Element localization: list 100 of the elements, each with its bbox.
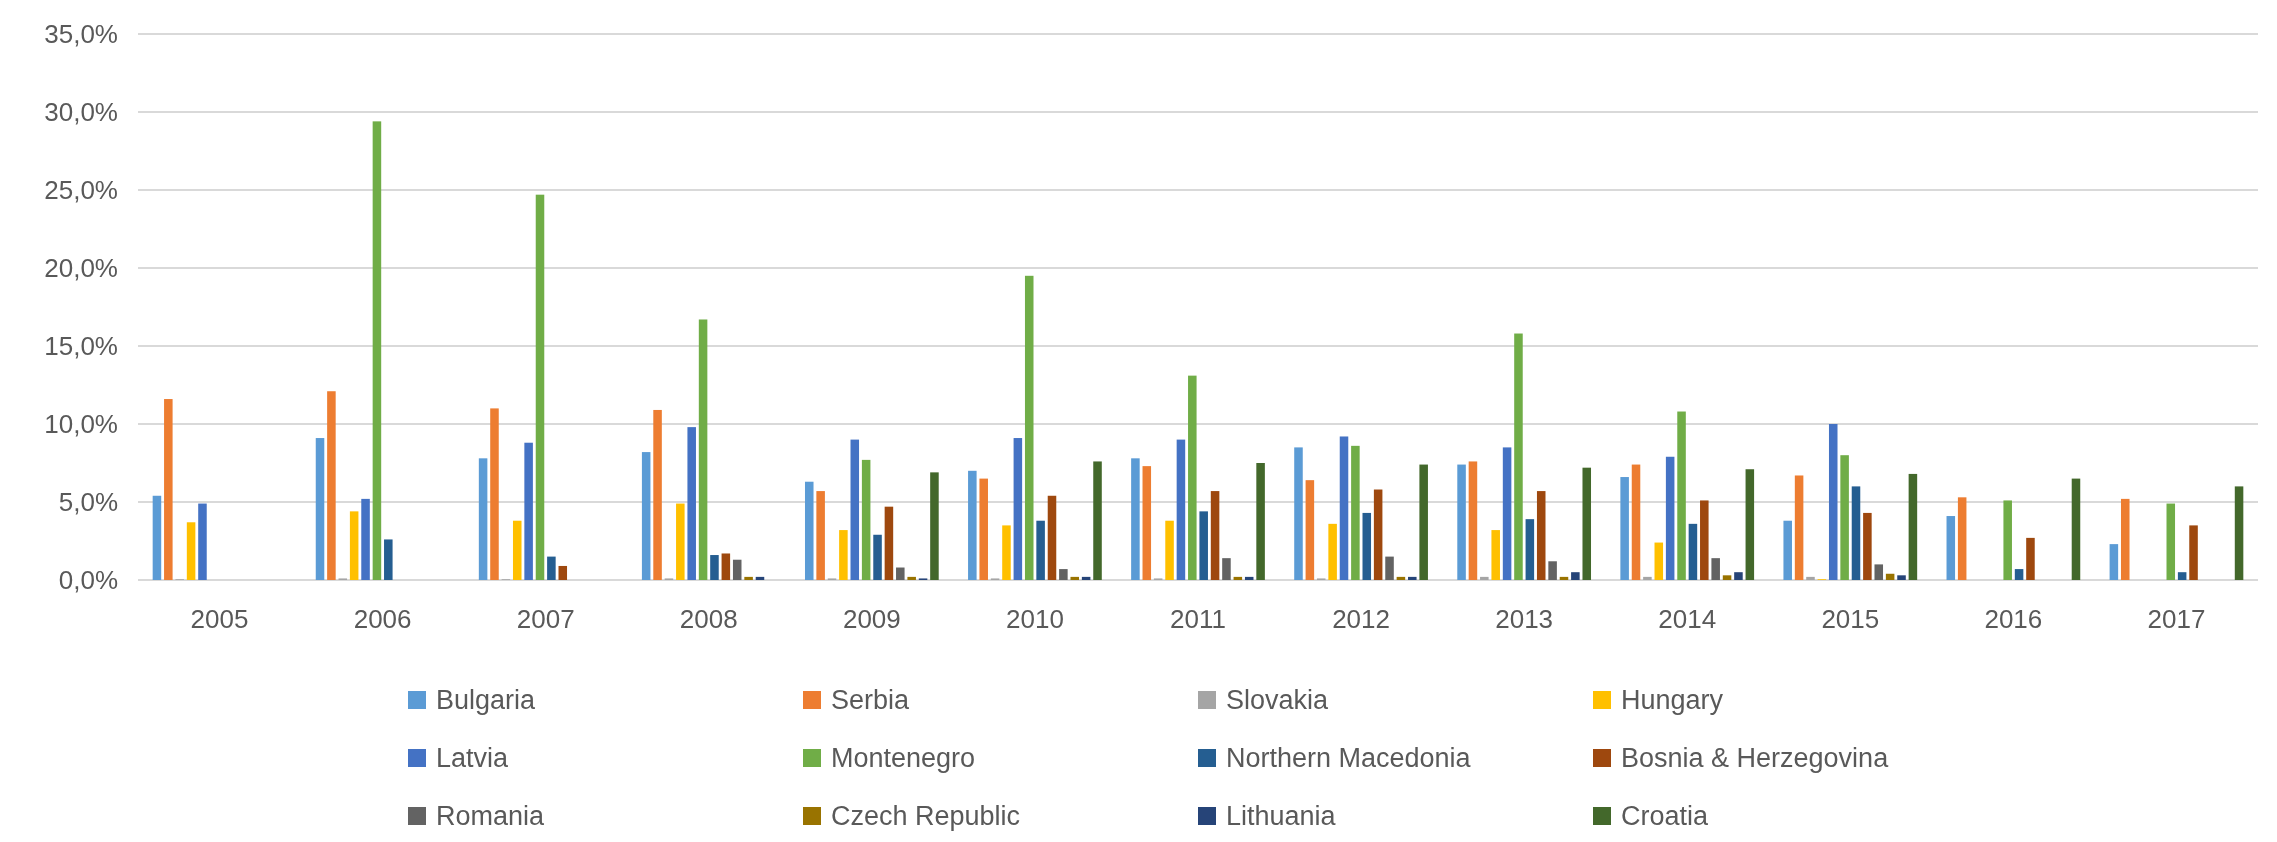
- x-tick-label: 2016: [1984, 604, 2043, 634]
- bar: [839, 530, 848, 580]
- bar: [721, 553, 731, 580]
- bar: [1514, 333, 1523, 580]
- bar: [1419, 464, 1428, 580]
- bar: [1525, 519, 1535, 580]
- bar: [1840, 455, 1849, 580]
- legend-label: Slovakia: [1226, 685, 1330, 716]
- bar: [198, 503, 207, 580]
- y-tick-label: 10,0%: [44, 409, 118, 440]
- bar: [1351, 445, 1360, 580]
- bar: [861, 459, 871, 580]
- bar: [2166, 503, 2176, 580]
- bar: [327, 391, 336, 580]
- bar: [930, 472, 939, 580]
- bar: [1548, 561, 1557, 580]
- bar: [884, 506, 894, 580]
- bar: [2177, 572, 2187, 580]
- bar: [641, 452, 651, 580]
- bar: [524, 442, 533, 580]
- bar: [1362, 512, 1372, 580]
- legend-label: Romania: [436, 801, 546, 832]
- bar: [979, 478, 988, 580]
- bar: [676, 503, 685, 580]
- bar: [478, 458, 488, 580]
- x-tick-label: 2009: [842, 604, 901, 634]
- bar: [850, 439, 860, 580]
- x-tick-label: 2012: [1332, 604, 1390, 634]
- bar: [547, 556, 556, 580]
- legend-label: Czech Republic: [831, 801, 1021, 832]
- x-tick-label: 2005: [190, 604, 249, 634]
- bar: [1700, 500, 1709, 580]
- bar: [1643, 576, 1652, 580]
- y-tick-label: 5,0%: [58, 487, 118, 518]
- bar: [361, 498, 370, 580]
- bar: [1806, 576, 1815, 580]
- legend-label: Lithuania: [1226, 801, 1337, 832]
- bar: [1457, 464, 1466, 580]
- legend-label: Bulgaria: [436, 685, 537, 716]
- legend-label: Serbia: [831, 685, 911, 716]
- bar: [1794, 475, 1804, 580]
- bar: [2120, 498, 2130, 580]
- bar: [1631, 464, 1641, 580]
- bar: [1468, 461, 1478, 580]
- bar: [1885, 573, 1895, 580]
- bar: [349, 511, 359, 580]
- bar: [1385, 556, 1394, 580]
- bar: [2234, 486, 2244, 580]
- bar: [1093, 461, 1102, 580]
- legend-label: Montenegro: [831, 743, 976, 774]
- bar: [710, 555, 719, 580]
- bar: [1745, 469, 1755, 580]
- y-tick-label: 15,0%: [44, 331, 118, 362]
- x-tick-label: 2014: [1658, 604, 1717, 634]
- bar: [1165, 520, 1174, 580]
- bar: [873, 534, 882, 580]
- bar: [1711, 558, 1720, 580]
- bar: [687, 427, 696, 580]
- bar: [315, 438, 325, 580]
- bar: [1047, 495, 1057, 580]
- bar: [804, 481, 814, 580]
- bar: [744, 576, 753, 580]
- y-tick-label: 30,0%: [44, 97, 118, 128]
- bar: [384, 539, 393, 580]
- bar: [1328, 523, 1337, 580]
- bar: [1024, 275, 1034, 580]
- y-tick-label: 25,0%: [44, 175, 118, 206]
- bar: [1688, 523, 1698, 580]
- bar: [1783, 520, 1792, 580]
- bar: [1294, 447, 1303, 580]
- x-tick-label: 2010: [1006, 604, 1064, 634]
- legend-label: Croatia: [1621, 801, 1710, 832]
- bar: [512, 520, 522, 580]
- bar: [2014, 569, 2024, 580]
- bar: [1142, 466, 1152, 580]
- bar: [816, 491, 825, 580]
- bar: [1722, 575, 1732, 580]
- bar: [1677, 411, 1686, 580]
- bar: [164, 399, 173, 580]
- bar: [1002, 525, 1011, 580]
- bar: [2071, 478, 2081, 580]
- bar: [1408, 576, 1417, 580]
- bar: [1373, 489, 1383, 580]
- bar: [1502, 447, 1512, 580]
- bar: [653, 409, 662, 580]
- bar: [1013, 438, 1023, 580]
- x-tick-label: 2013: [1495, 604, 1554, 634]
- y-tick-label: 35,0%: [44, 19, 118, 50]
- bar: [558, 565, 568, 580]
- bar: [490, 408, 499, 580]
- x-tick-label: 2008: [679, 604, 738, 634]
- x-tick-label: 2015: [1821, 604, 1880, 634]
- x-tick-label: 2007: [516, 604, 575, 634]
- bar: [1957, 497, 1967, 580]
- bar: [1070, 576, 1080, 580]
- bar: [896, 567, 905, 580]
- bar: [1222, 558, 1231, 580]
- bar: [535, 194, 545, 580]
- bar: [1188, 375, 1197, 580]
- x-tick-label: 2017: [2147, 604, 2206, 634]
